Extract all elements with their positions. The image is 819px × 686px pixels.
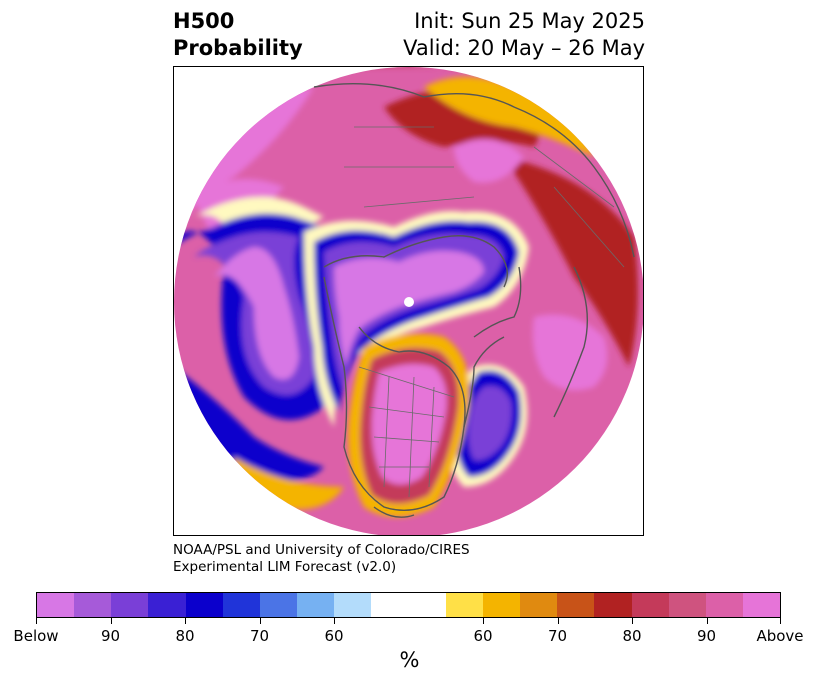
- colorbar-cell: [111, 593, 149, 617]
- coast-europe: [553, 266, 588, 418]
- field-siberia-yellow: [424, 77, 594, 157]
- colorbar-tick-mark: [632, 618, 633, 624]
- colorbar-tick-label: 70: [249, 627, 270, 645]
- colorbar-ticks: Below 90 80 70 60 60 70 80 90 Above: [13, 618, 804, 645]
- coast-central-america: [373, 506, 415, 518]
- border-us-canada: [358, 366, 455, 398]
- colorbar-cell: [334, 593, 372, 617]
- colorbar-tick-mark: [110, 618, 112, 624]
- probability-field: [174, 67, 643, 535]
- colorbar-cell: [594, 593, 632, 617]
- colorbar-cell: [297, 593, 335, 617]
- colorbar-cell: [631, 593, 669, 617]
- colorbar-cell: [445, 593, 483, 617]
- colorbar-cell: [668, 593, 706, 617]
- credit-line-2: Experimental LIM Forecast (v2.0): [173, 559, 397, 575]
- colorbar-tick-label: 60: [473, 627, 493, 645]
- colorbar-tick-mark: [780, 618, 781, 624]
- colorbar-tick-mark: [36, 618, 37, 624]
- colorbar-cell: [482, 593, 521, 617]
- coastlines: [313, 82, 635, 518]
- colorbar-cell: [185, 593, 223, 617]
- colorbar-tick-mark: [185, 618, 186, 624]
- coast-eurasia: [313, 82, 635, 258]
- valid-range: Valid: 20 May – 26 May: [403, 36, 645, 60]
- colorbar-tick-label: 80: [175, 627, 195, 645]
- colorbar-cell: [259, 593, 298, 617]
- credit: NOAA/PSL and University of Colorado/CIRE…: [173, 542, 470, 576]
- political-borders: [344, 126, 625, 498]
- init-date: Init: Sun 25 May 2025: [414, 9, 645, 33]
- coast-north-america: [323, 276, 466, 512]
- field-pacific-core: [214, 247, 299, 380]
- coast-arctic-canada: [323, 235, 508, 288]
- field-europe-above: [532, 314, 608, 391]
- colorbar: [36, 592, 781, 618]
- field-polar-core: [334, 250, 484, 367]
- colorbar-cell: [705, 593, 743, 617]
- field-northwest-above: [174, 87, 314, 237]
- colorbar-tick-label: 90: [696, 627, 717, 645]
- colorbar-tick-mark: [706, 618, 708, 624]
- colorbar-unit: %: [399, 648, 420, 672]
- border-east: [533, 146, 625, 268]
- chart-title: H500 Probability: [173, 9, 303, 60]
- colorbar-cell: [408, 593, 446, 617]
- colorbar-tick-mark: [483, 618, 484, 624]
- coast-greenland: [473, 266, 522, 338]
- field-arctic-above: [454, 139, 524, 183]
- forecast-dates: Init: Sun 25 May 2025 Valid: 20 May – 26…: [403, 8, 645, 62]
- polar-map-svg: [174, 67, 643, 535]
- colorbar-tick-label: Below: [13, 627, 59, 645]
- colorbar-tick-mark: [259, 618, 261, 624]
- coast-labrador: [463, 336, 505, 428]
- credit-line-1: NOAA/PSL and University of Colorado/CIRE…: [173, 542, 470, 558]
- colorbar-tick-label: Above: [756, 627, 804, 645]
- field-atlantic-purple: [468, 386, 512, 461]
- border-eurasia: [344, 126, 475, 208]
- pole-marker: [404, 297, 414, 307]
- probability-map: [173, 66, 644, 536]
- colorbar-tick-label: 90: [100, 627, 121, 645]
- colorbar-tick-mark: [334, 618, 335, 624]
- colorbar-cell: [557, 593, 595, 617]
- colorbar-cell: [371, 593, 409, 617]
- border-states: [368, 406, 445, 468]
- colorbar-tick-mark: [557, 618, 559, 624]
- colorbar-cell: [74, 593, 112, 617]
- colorbar-cell: [148, 593, 186, 617]
- colorbar-cell: [520, 593, 558, 617]
- border-states-vertical: [383, 376, 435, 498]
- colorbar-cell: [222, 593, 260, 617]
- field-east-red: [504, 157, 638, 367]
- colorbar-tick-label: 60: [324, 627, 344, 645]
- field-us-core: [371, 363, 447, 485]
- colorbar-cell: [37, 593, 75, 617]
- colorbar-cell: [742, 593, 781, 617]
- colorbar-tick-label: 70: [547, 627, 568, 645]
- colorbar-tick-label: 80: [622, 627, 642, 645]
